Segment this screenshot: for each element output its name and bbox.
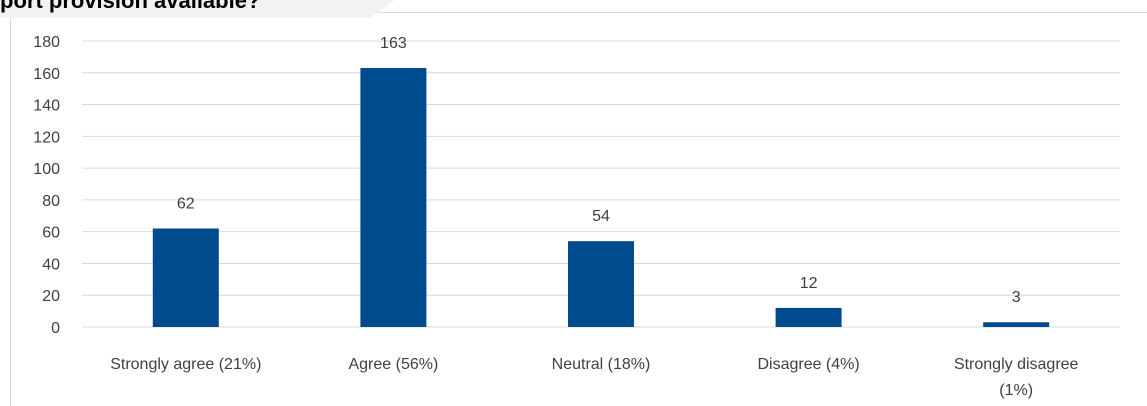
x-axis-categories: Strongly agree (21%) Agree (56%) Neutral (… [110, 356, 1078, 399]
y-tick-label: 0 [51, 320, 60, 337]
data-label: 163 [380, 35, 407, 52]
bar-3 [568, 241, 634, 327]
data-label: 54 [592, 208, 610, 225]
bar-2 [360, 68, 427, 327]
y-tick-label: 40 [42, 256, 60, 273]
bars [152, 68, 1050, 327]
data-label: 3 [1012, 289, 1021, 306]
y-tick-label: 20 [42, 288, 60, 305]
bar-1 [152, 228, 219, 327]
y-tick-label: 100 [33, 161, 60, 178]
y-tick-label: 140 [33, 98, 60, 115]
x-category-label: Neutral (18%) [552, 356, 651, 373]
bar-5 [983, 322, 1050, 327]
bar-4 [775, 307, 842, 327]
chart-title-fragment: port provision available? [0, 0, 261, 13]
x-category-label: (1%) [999, 382, 1033, 399]
x-category-label: Strongly agree (21%) [110, 356, 261, 373]
data-labels: 62 163 54 12 3 [177, 35, 1021, 306]
y-axis-ticks: 0 20 40 60 80 100 120 140 160 180 [33, 34, 60, 337]
x-category-label: Agree (56%) [348, 356, 438, 373]
chart-frame [10, 12, 1147, 406]
y-tick-label: 180 [33, 34, 60, 51]
data-label: 12 [800, 275, 818, 292]
y-tick-label: 60 [42, 225, 60, 242]
y-tick-label: 80 [42, 193, 60, 210]
x-category-label: Disagree (4%) [757, 356, 859, 373]
data-label: 62 [177, 195, 195, 212]
title-tab: port provision available? [0, 0, 395, 18]
x-category-label: Strongly disagree [954, 356, 1079, 373]
y-tick-label: 120 [33, 129, 60, 146]
y-tick-label: 160 [33, 66, 60, 83]
